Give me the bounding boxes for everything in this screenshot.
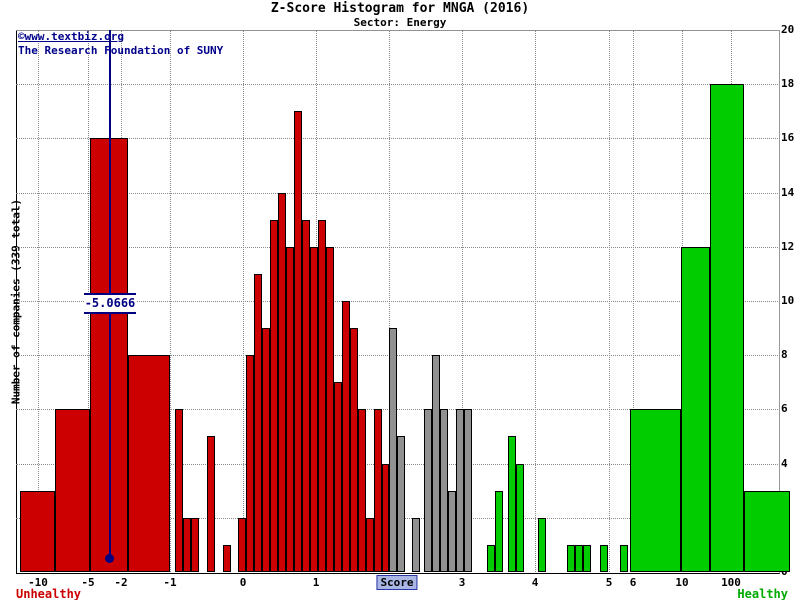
histogram-bar <box>389 328 397 572</box>
histogram-bar <box>412 518 420 572</box>
histogram-bar <box>600 545 608 572</box>
watermark-org: The Research Foundation of SUNY <box>18 44 224 57</box>
histogram-bar <box>710 84 744 572</box>
watermark-link[interactable]: ©www.textbiz.org <box>18 30 124 43</box>
histogram-bar <box>207 436 215 572</box>
unhealthy-label: Unhealthy <box>16 587 82 600</box>
x-tick-label: 0 <box>239 576 247 589</box>
v-gridline <box>609 30 610 572</box>
y-tick-label: 6 <box>781 402 788 416</box>
histogram-bar <box>516 464 524 572</box>
y-tick-label: 4 <box>781 456 788 470</box>
histogram-bar <box>567 545 575 572</box>
histogram-bar <box>538 518 546 572</box>
watermark: ©www.textbiz.org The Research Foundation… <box>18 30 223 58</box>
histogram-bar <box>487 545 495 572</box>
histogram-bar <box>397 436 405 572</box>
x-tick-label: -10 <box>28 576 48 589</box>
x-tick-label: 3 <box>458 576 466 589</box>
histogram-bar <box>342 301 350 572</box>
h-gridline <box>16 355 778 357</box>
histogram-bar <box>183 518 191 572</box>
x-tick-label: 6 <box>629 576 637 589</box>
x-tick-label: 1 <box>312 576 320 589</box>
histogram-bar <box>238 518 246 572</box>
y-tick-label: 16 <box>781 131 795 145</box>
histogram-bar <box>20 491 55 572</box>
histogram-bar <box>128 355 170 572</box>
x-tick-label: -1 <box>163 576 177 589</box>
histogram-bar <box>302 220 310 572</box>
histogram-bar <box>744 491 790 572</box>
h-gridline <box>16 301 778 302</box>
histogram-bar <box>246 355 254 572</box>
histogram-bar <box>620 545 628 572</box>
chart-title: Z-Score Histogram for MNGA (2016) <box>270 1 530 16</box>
histogram-bar <box>374 409 382 572</box>
h-gridline <box>16 138 778 140</box>
v-gridline <box>633 30 634 572</box>
x-tick-label: 5 <box>605 576 613 589</box>
healthy-label: Healthy <box>737 587 788 600</box>
histogram-bar <box>334 382 342 572</box>
histogram-bar <box>262 328 270 572</box>
histogram-bar <box>270 220 278 572</box>
histogram-bar <box>223 545 231 572</box>
x-tick-label: 10 <box>675 576 689 589</box>
y-tick-label: 20 <box>781 23 795 36</box>
v-gridline <box>389 30 390 572</box>
histogram-bar <box>448 491 456 572</box>
histogram-bar <box>294 111 302 572</box>
histogram-bar <box>464 409 472 572</box>
x-tick-label: -2 <box>114 576 128 589</box>
y-tick-label: 10 <box>781 294 795 307</box>
histogram-bar <box>440 409 448 572</box>
marker-dot <box>105 554 114 563</box>
histogram-bar <box>318 220 326 572</box>
chart-subtitle: Sector: Energy <box>353 16 447 29</box>
x-axis-title: Score <box>376 575 418 590</box>
histogram-bar <box>583 545 591 572</box>
histogram-bar <box>495 491 503 572</box>
h-gridline <box>16 84 778 86</box>
histogram-bar <box>366 518 374 572</box>
histogram-bar <box>630 409 681 572</box>
h-gridline <box>16 192 778 194</box>
histogram-bar <box>382 464 389 572</box>
y-tick-label: 8 <box>781 348 788 362</box>
histogram-bar <box>358 409 366 572</box>
histogram-bar <box>310 247 318 572</box>
y-tick-label: 14 <box>781 185 795 199</box>
histogram-bar <box>575 545 583 572</box>
x-tick-label: 100 <box>721 576 741 589</box>
histogram-bar <box>350 328 358 572</box>
marker-value-label: -5.0666 <box>84 293 136 314</box>
histogram-bar <box>424 409 432 572</box>
histogram-bar <box>681 247 710 572</box>
h-gridline <box>16 246 778 248</box>
histogram-bar <box>326 247 334 572</box>
histogram-bar <box>254 274 262 572</box>
v-gridline <box>462 30 463 572</box>
histogram-bar <box>456 409 464 572</box>
h-gridline <box>16 409 778 411</box>
histogram-bar <box>278 193 286 572</box>
v-gridline <box>170 30 171 572</box>
histogram-bar <box>286 247 294 572</box>
x-tick-label: -5 <box>81 576 95 589</box>
histogram-bar <box>191 518 199 572</box>
h-gridline <box>16 30 778 31</box>
y-tick-label: 18 <box>781 77 795 91</box>
histogram-bar <box>55 409 90 572</box>
histogram-bar <box>175 409 183 572</box>
x-tick-label: 4 <box>531 576 539 589</box>
v-gridline <box>535 30 536 572</box>
v-gridline <box>38 30 39 572</box>
v-gridline <box>243 30 244 572</box>
y-tick-label: 12 <box>781 239 795 253</box>
histogram-bar <box>432 355 440 572</box>
histogram-bar <box>508 436 516 572</box>
